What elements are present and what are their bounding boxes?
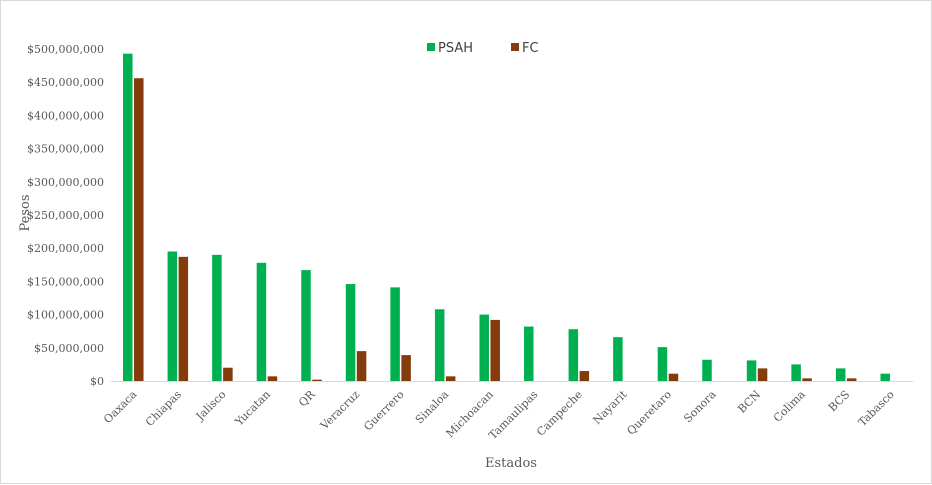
x-tick-label: Campeche bbox=[534, 388, 585, 439]
y-tick-label: $50,000,000 bbox=[34, 342, 104, 355]
bar-fc bbox=[802, 378, 812, 381]
x-tick-label: BCS bbox=[826, 388, 852, 414]
bar-psah bbox=[657, 347, 668, 381]
bar-psah bbox=[479, 314, 489, 381]
y-tick-label: $0 bbox=[90, 375, 104, 388]
bar-psah bbox=[613, 337, 623, 381]
y-tick-label: $400,000,000 bbox=[27, 109, 104, 122]
bar-psah bbox=[301, 270, 311, 381]
bar-fc bbox=[846, 378, 857, 381]
bar-psah bbox=[791, 364, 801, 381]
x-tick-label: QR bbox=[296, 387, 318, 409]
legend: PSAH FC bbox=[427, 41, 539, 56]
x-tick-label: Queretaro bbox=[624, 388, 674, 438]
bar-fc bbox=[668, 373, 679, 381]
bar-psah bbox=[256, 262, 267, 381]
bar-fc bbox=[178, 256, 189, 381]
y-tick-label: $250,000,000 bbox=[27, 209, 104, 222]
x-tick-label: Nayarit bbox=[591, 388, 630, 427]
y-tick-labels: $0 $50,000,000 $100,000,000 $150,000,000 $20… bbox=[27, 43, 104, 388]
bar-fc bbox=[312, 379, 322, 381]
x-tick-label: Chiapas bbox=[143, 388, 184, 429]
legend-label-psah: PSAH bbox=[438, 41, 473, 56]
bar-psah bbox=[702, 359, 712, 381]
y-tick-label: $150,000,000 bbox=[27, 275, 104, 288]
bar-psah bbox=[123, 53, 133, 381]
bars bbox=[123, 53, 890, 381]
x-tick-label: Veracruz bbox=[317, 388, 362, 433]
y-tick-label: $200,000,000 bbox=[27, 242, 104, 255]
bar-psah bbox=[212, 254, 222, 381]
x-tick-label: Sinaloa bbox=[413, 388, 452, 427]
legend-swatch-fc bbox=[511, 43, 519, 51]
x-tick-label: Sonora bbox=[681, 388, 719, 426]
bar-fc bbox=[445, 376, 456, 381]
y-tick-label: $500,000,000 bbox=[27, 43, 104, 56]
legend-label-fc: FC bbox=[522, 41, 539, 56]
x-tick-label: Tabasco bbox=[856, 388, 897, 429]
bar-psah bbox=[568, 329, 579, 381]
x-tick-label: BCN bbox=[735, 388, 763, 416]
bar-psah bbox=[524, 326, 534, 381]
bar-psah bbox=[167, 251, 178, 381]
x-tick-label: Guerrero bbox=[361, 388, 407, 434]
y-tick-label: $450,000,000 bbox=[27, 76, 104, 89]
bar-fc bbox=[267, 376, 278, 381]
bar-fc bbox=[401, 355, 411, 381]
bar-fc bbox=[134, 78, 144, 381]
y-tick-label: $350,000,000 bbox=[27, 143, 104, 156]
bar-psah bbox=[835, 368, 846, 381]
bar-psah bbox=[345, 284, 356, 381]
x-axis-title: Estados bbox=[485, 456, 537, 471]
x-tick-label: Jalisco bbox=[193, 388, 229, 424]
x-tick-label: Colima bbox=[771, 388, 808, 425]
bar-fc bbox=[579, 371, 590, 381]
bar-fc bbox=[356, 351, 367, 381]
bar-fc bbox=[223, 367, 233, 381]
bar-psah bbox=[880, 373, 890, 381]
x-tick-label: Yucatan bbox=[232, 388, 273, 429]
y-tick-label: $100,000,000 bbox=[27, 309, 104, 322]
bar-fc bbox=[490, 319, 500, 381]
bar-psah bbox=[434, 309, 445, 381]
x-tick-labels: Oaxaca Chiapas Jalisco Yucatan QR Veracruz Gue… bbox=[101, 387, 897, 442]
x-tick-label: Oaxaca bbox=[101, 388, 140, 427]
y-tick-label: $300,000,000 bbox=[27, 176, 104, 189]
bar-psah bbox=[390, 287, 400, 381]
bar-fc bbox=[757, 368, 768, 381]
legend-swatch-psah bbox=[427, 43, 435, 51]
y-axis-title: Pesos bbox=[18, 194, 33, 231]
bar-psah bbox=[746, 360, 757, 381]
